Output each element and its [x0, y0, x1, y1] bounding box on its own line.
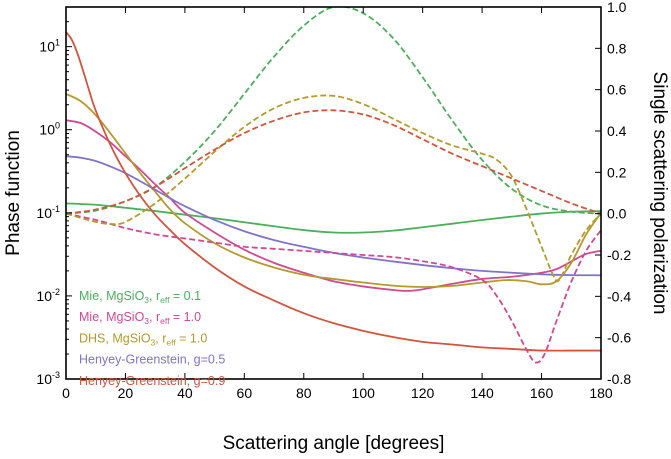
legend-subscript: eff	[166, 337, 176, 347]
legend-subscript: eff	[160, 295, 170, 305]
y-left-tick-label: 10-3	[36, 370, 60, 387]
legend-text-main: Henyey-Greenstein, g=0.5	[79, 353, 225, 367]
legend-text-main: DHS, MgSiO	[79, 331, 151, 345]
y-left-tick-label: 100	[39, 121, 60, 138]
legend-text-main: Henyey-Greenstein, g=0.9	[79, 374, 225, 388]
legend-text-main: Mie, MgSiO	[79, 310, 145, 324]
series-line-1	[66, 202, 601, 234]
legend-subscript: 3	[144, 316, 149, 326]
legend-entry-4: Henyey-Greenstein, g=0.5	[79, 353, 225, 367]
y-left-tick-base: 10	[39, 122, 55, 138]
y-axis-right-title: Single scattering polarization	[649, 72, 670, 315]
legend-text-mid: , r	[149, 289, 160, 303]
axis-ticks: 0 20 40 60 80 100 120 140 160 18010-310-210-11001…	[36, 0, 631, 401]
y-right-tick-label: 0.4	[607, 123, 627, 139]
y-axis-left-title: Phase function	[3, 130, 24, 256]
y-right-tick-label: -0.6	[607, 330, 631, 346]
y-left-tick-exp: -2	[52, 287, 60, 297]
legend-entry-1: Mie, MgSiO3, reff = 0.1	[79, 289, 201, 305]
legend-entry-5: Henyey-Greenstein, g=0.9	[79, 374, 225, 388]
y-right-tick-label: 0.6	[607, 82, 627, 98]
x-tick-label: 80	[296, 385, 312, 401]
y-left-tick-base: 10	[36, 288, 52, 304]
y-left-tick-label: 101	[39, 38, 60, 55]
y-left-tick-label: 10-1	[36, 204, 60, 221]
series-line-3	[66, 93, 601, 288]
legend-text-tail: = 0.1	[169, 289, 201, 303]
y-left-tick-exp: -1	[52, 204, 60, 214]
y-right-tick-label: 0.2	[607, 164, 627, 180]
legend-text-mid: , r	[149, 310, 160, 324]
x-axis-title: Scattering angle [degrees]	[223, 433, 445, 454]
legend-subscript: 3	[151, 337, 156, 347]
x-tick-label: 180	[589, 385, 613, 401]
y-left-tick-exp: 0	[55, 121, 60, 131]
y-right-tick-label: 0.8	[607, 40, 627, 56]
series-line-9	[66, 109, 601, 215]
y-right-tick-label: -0.4	[607, 288, 631, 304]
x-tick-label: 140	[470, 385, 494, 401]
x-tick-label: 120	[411, 385, 435, 401]
series-line-5	[66, 31, 601, 352]
y-left-tick-exp: 1	[55, 38, 60, 48]
x-tick-label: 160	[530, 385, 554, 401]
plot-frame	[65, 6, 602, 380]
y-left-tick-label: 10-2	[36, 287, 60, 304]
series-line-4	[66, 155, 601, 277]
legend-text-main: Mie, MgSiO	[79, 289, 145, 303]
x-tick-label: 0	[62, 385, 70, 401]
legend-text-tail: = 1.0	[169, 310, 201, 324]
y-right-tick-label: -0.2	[607, 247, 631, 263]
y-right-tick-label: -0.8	[607, 371, 631, 387]
legend-subscript: eff	[160, 316, 170, 326]
series-line-8	[66, 94, 601, 283]
series-lines	[66, 7, 601, 364]
x-tick-label: 100	[352, 385, 376, 401]
legend-entry-2: Mie, MgSiO3, reff = 1.0	[79, 310, 201, 326]
legend-subscript: 3	[144, 295, 149, 305]
y-right-tick-label: 1.0	[607, 0, 627, 15]
legend-entry-3: DHS, MgSiO3, reff = 1.0	[79, 331, 207, 347]
x-tick-label: 40	[177, 385, 193, 401]
x-tick-label: 20	[118, 385, 134, 401]
y-left-tick-exp: -3	[52, 370, 60, 380]
series-line-2	[66, 119, 601, 292]
series-line-7	[66, 212, 601, 364]
y-left-tick-base: 10	[36, 205, 52, 221]
y-left-tick-base: 10	[36, 371, 52, 387]
y-left-tick-base: 10	[39, 39, 55, 55]
y-right-tick-label: 0.0	[607, 206, 627, 222]
x-tick-label: 60	[237, 385, 253, 401]
legend-text-tail: = 1.0	[176, 331, 208, 345]
legend-text-mid: , r	[155, 331, 166, 345]
